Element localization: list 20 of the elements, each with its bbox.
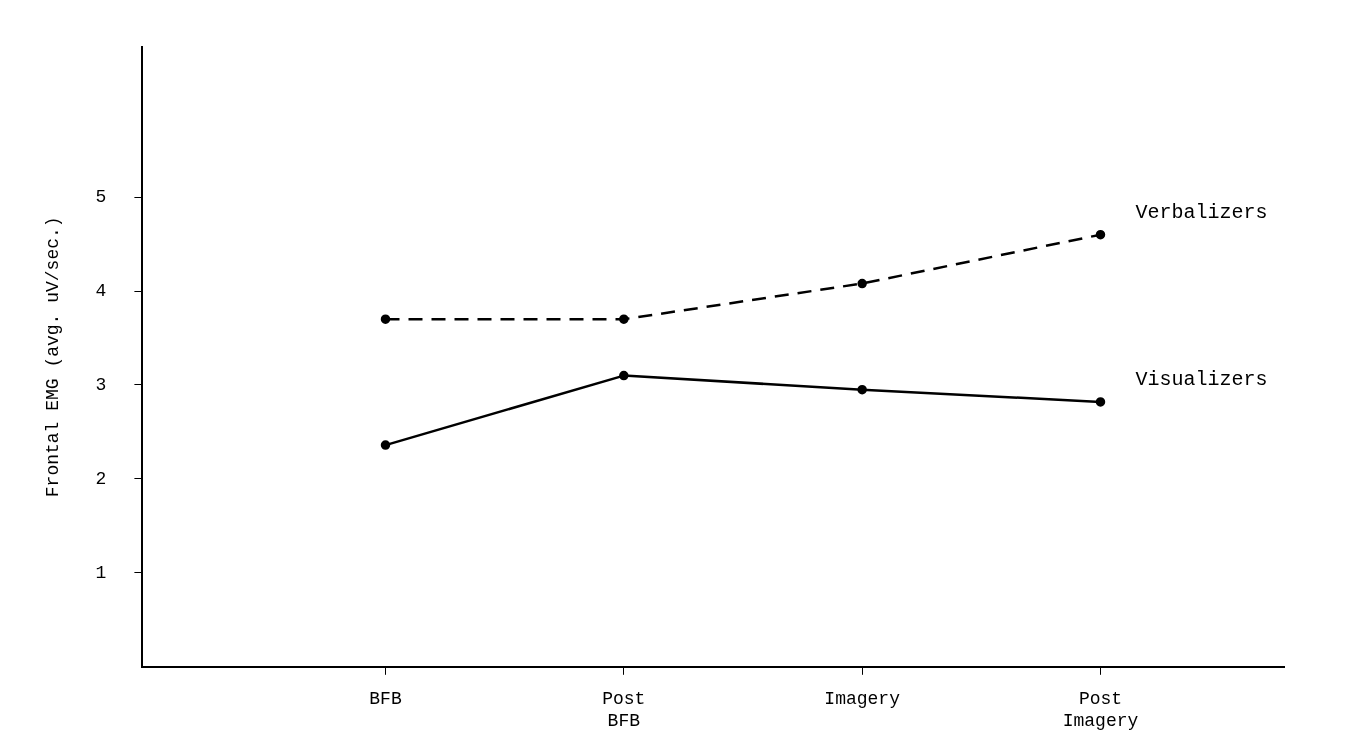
y-tick-label: 4 (95, 280, 107, 301)
x-tick-label: BFB (369, 689, 402, 710)
point (380, 314, 391, 324)
point (1095, 229, 1106, 240)
x-tick-label: Imagery (824, 689, 901, 710)
y-tick-label: 5 (95, 186, 107, 207)
y-tick-label: 2 (95, 468, 107, 489)
point (857, 278, 867, 289)
point (857, 384, 867, 395)
y-axis-title: Frontal EMG (avg. uV/sec.) (42, 216, 63, 498)
point (380, 440, 391, 450)
series-label: Verbalizers (1135, 200, 1268, 224)
x-tick-label: Post Imagery (1062, 689, 1139, 731)
point (619, 370, 629, 381)
point (1095, 397, 1106, 407)
y-tick-label: 3 (95, 374, 107, 395)
series-label: Visualizers (1135, 368, 1268, 392)
point (619, 314, 629, 324)
x-tick-label: Post BFB (602, 689, 646, 731)
y-tick-label: 1 (95, 562, 107, 583)
